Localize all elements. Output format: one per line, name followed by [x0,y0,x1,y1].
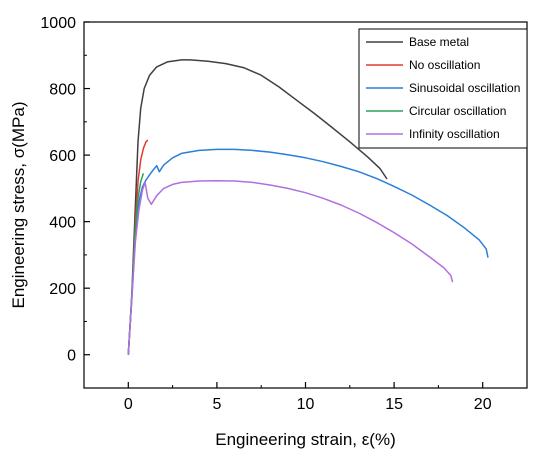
y-tick-label: 800 [49,82,76,99]
x-axis: 0 5 10 15 20 [83,382,528,413]
x-tick-label: 10 [297,396,315,413]
x-tick-label: 15 [385,396,403,413]
series-line-no-oscillation [127,139,149,355]
y-tick-label: 0 [67,348,76,365]
x-axis-title: Engineering strain, ε(%) [215,430,396,449]
x-tick-label: 5 [212,396,221,413]
y-axis: 0 200 400 600 800 1000 [40,15,90,389]
legend-label-no-oscillation: No oscillation [409,58,480,72]
legend-label-base-metal: Base metal [409,35,469,49]
y-axis-title: Engineering stress, σ(MPa) [9,101,28,308]
y-tick-label: 1000 [40,15,76,32]
y-tick-label: 400 [49,215,76,232]
x-tick-label: 20 [474,396,492,413]
x-tick-label: 0 [124,396,133,413]
y-tick-label: 200 [49,281,76,298]
legend-label-sinusoidal-oscillation: Sinusoidal oscillation [409,81,520,95]
series-line-infinity-oscillation [127,179,454,355]
y-tick-label: 600 [49,148,76,165]
series-line-base-metal [127,59,388,355]
series-line-sinusoidal-oscillation [127,148,489,355]
legend-label-infinity-oscillation: Infinity oscillation [409,127,500,141]
legend: Base metal No oscillation Sinusoidal oscil… [358,28,528,149]
legend-label-circular-oscillation: Circular oscillation [409,104,506,118]
series-lines [127,59,489,355]
